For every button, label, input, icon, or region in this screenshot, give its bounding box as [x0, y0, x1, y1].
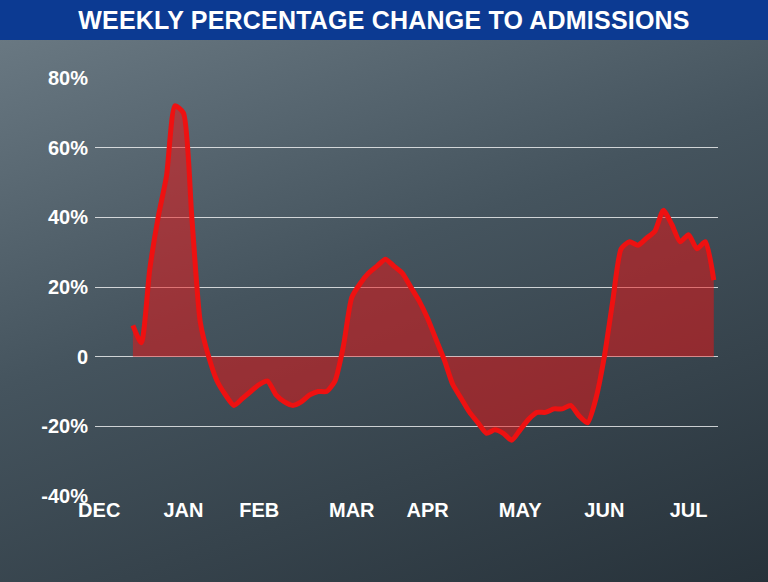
svg-text:JUL: JUL [670, 499, 708, 521]
svg-text:60%: 60% [48, 137, 88, 159]
svg-text:-40%: -40% [41, 485, 88, 507]
svg-text:DEC: DEC [78, 499, 120, 521]
svg-text:0: 0 [77, 346, 88, 368]
svg-text:APR: APR [406, 499, 449, 521]
svg-text:JAN: JAN [163, 499, 203, 521]
svg-text:FEB: FEB [239, 499, 279, 521]
svg-text:MAR: MAR [329, 499, 375, 521]
svg-text:80%: 80% [48, 67, 88, 89]
svg-text:MAY: MAY [499, 499, 542, 521]
svg-text:-20%: -20% [41, 415, 88, 437]
svg-text:20%: 20% [48, 276, 88, 298]
svg-text:40%: 40% [48, 206, 88, 228]
svg-text:JUN: JUN [584, 499, 624, 521]
html-text:WEEKLY PERCENTAGE CHANGE TO AD: WEEKLY PERCENTAGE CHANGE TO ADMISSIONS [78, 6, 690, 34]
